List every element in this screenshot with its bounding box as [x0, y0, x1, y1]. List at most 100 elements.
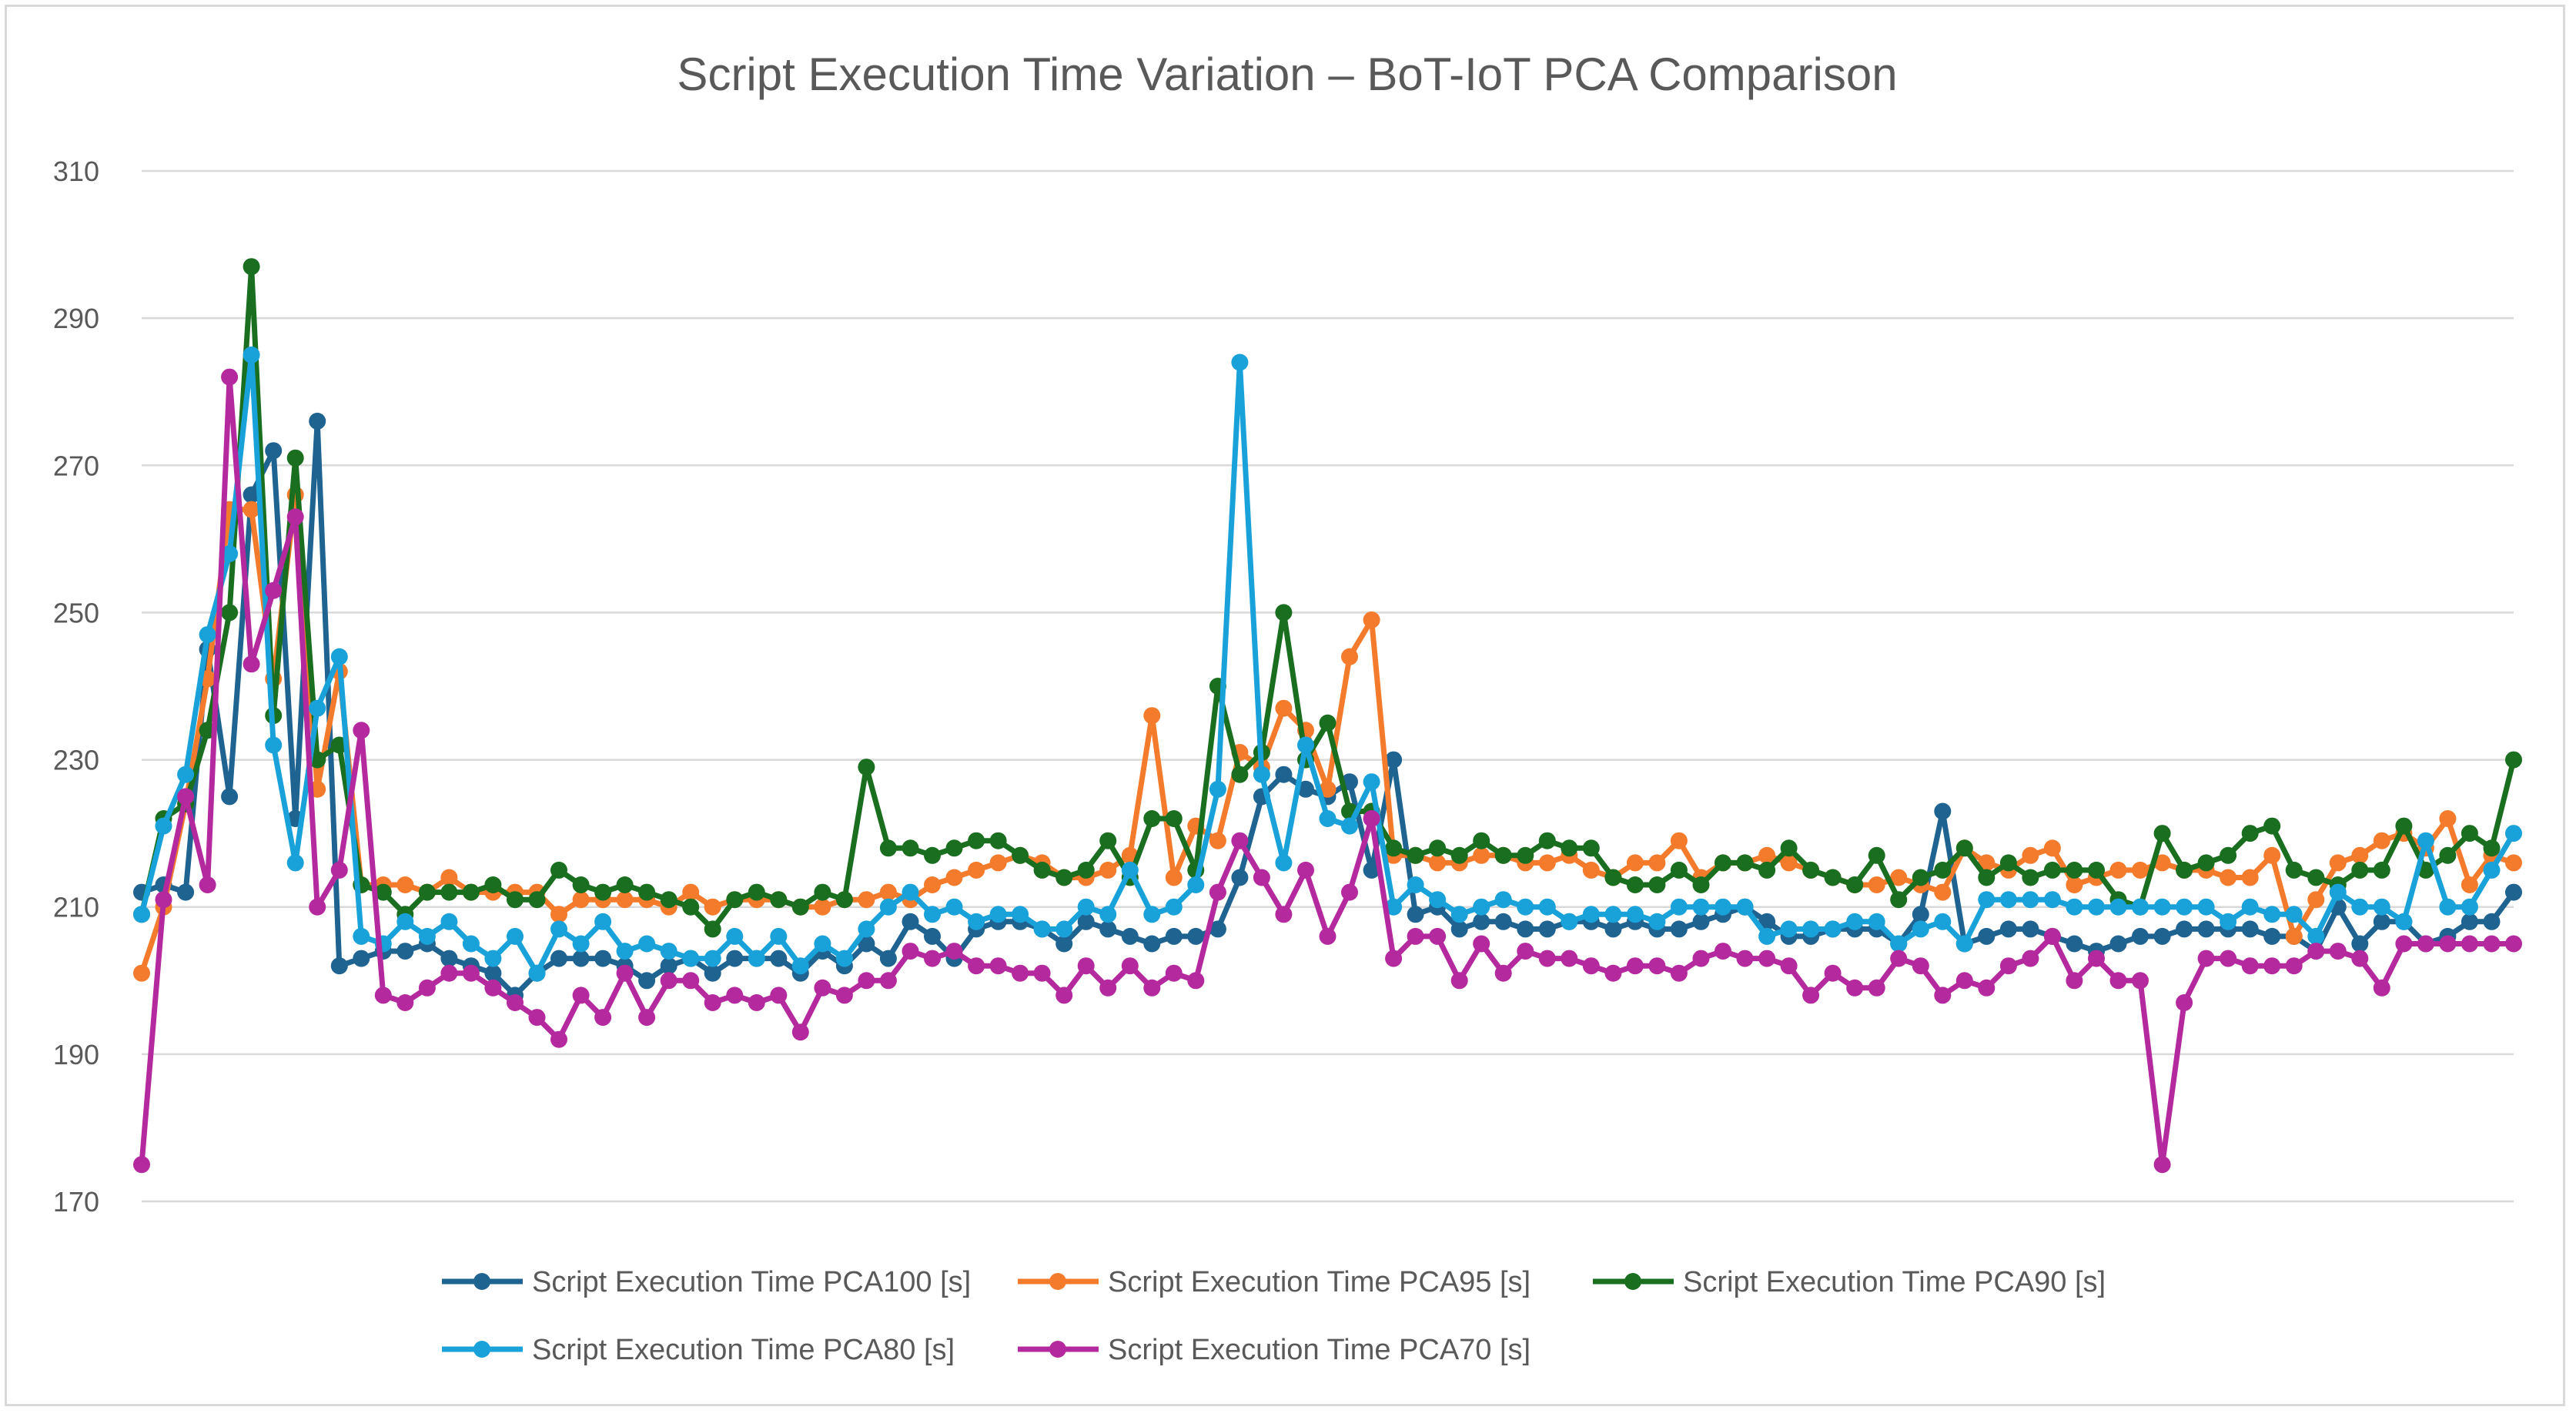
data-point: [1780, 839, 1798, 857]
data-point: [155, 891, 172, 909]
data-point: [704, 964, 721, 982]
data-point: [1802, 861, 1820, 879]
data-point: [1934, 802, 1952, 820]
data-point: [1934, 861, 1952, 879]
data-point: [2439, 935, 2457, 953]
data-point: [2505, 854, 2522, 872]
data-point: [1670, 861, 1688, 879]
data-point: [1868, 876, 1885, 893]
data-point: [924, 927, 941, 945]
data-point: [1538, 920, 1556, 938]
data-point: [879, 898, 897, 916]
y-tick-label: 250: [53, 597, 99, 628]
data-point: [1473, 832, 1490, 849]
data-point: [2176, 994, 2193, 1011]
data-point: [265, 736, 283, 754]
data-point: [2351, 935, 2369, 953]
data-point: [1297, 861, 1314, 879]
data-point: [1604, 906, 1622, 923]
data-point: [2505, 935, 2522, 953]
data-point: [1275, 906, 1293, 923]
data-point: [1978, 979, 1996, 997]
data-point: [1341, 817, 1358, 835]
data-point: [1319, 810, 1337, 827]
data-point: [1033, 964, 1051, 982]
data-point: [924, 950, 941, 967]
data-point: [1890, 950, 1908, 967]
data-point: [989, 906, 1007, 923]
data-point: [1780, 920, 1798, 938]
data-point: [902, 913, 919, 930]
data-point: [2241, 920, 2259, 938]
data-point: [814, 883, 831, 901]
data-point: [1802, 987, 1820, 1004]
data-point: [1450, 846, 1468, 864]
data-point: [550, 861, 567, 879]
data-point: [1715, 854, 1731, 872]
data-point: [2351, 950, 2369, 967]
data-point: [726, 927, 744, 945]
data-point: [2373, 898, 2390, 916]
data-point: [835, 987, 853, 1004]
data-point: [374, 987, 392, 1004]
data-point: [507, 927, 524, 945]
data-point: [1517, 920, 1534, 938]
data-point: [1538, 950, 1556, 967]
data-point: [1780, 854, 1798, 872]
data-point: [1494, 846, 1512, 864]
data-point: [968, 861, 985, 879]
data-point: [748, 883, 765, 901]
data-point: [2351, 861, 2369, 879]
data-point: [243, 258, 260, 276]
data-point: [462, 935, 480, 953]
legend-item: Script Execution Time PCA95 [s]: [1018, 1266, 1531, 1298]
data-point: [2307, 869, 2325, 886]
data-point: [2395, 935, 2413, 953]
data-point: [1165, 927, 1183, 945]
data-point: [309, 412, 326, 430]
data-point: [418, 927, 436, 945]
data-point: [1012, 906, 1029, 923]
data-point: [1736, 854, 1754, 872]
data-point: [1012, 846, 1029, 864]
data-point: [879, 883, 897, 901]
data-point: [748, 950, 765, 967]
data-point: [1231, 765, 1249, 783]
data-point: [1715, 898, 1731, 916]
series-2: [133, 258, 2522, 938]
data-point: [1385, 898, 1403, 916]
data-point: [353, 950, 370, 967]
data-point: [572, 987, 590, 1004]
data-point: [660, 891, 677, 909]
data-point: [572, 876, 590, 893]
data-point: [1538, 854, 1556, 872]
data-point: [2043, 839, 2061, 857]
data-point: [396, 994, 414, 1011]
data-point: [616, 964, 634, 982]
data-point: [1297, 736, 1314, 754]
data-point: [2439, 810, 2457, 827]
data-point: [2109, 935, 2127, 953]
data-point: [550, 950, 567, 967]
data-point: [814, 898, 831, 916]
data-point: [221, 545, 239, 562]
data-point: [1319, 927, 1337, 945]
data-point: [1561, 950, 1578, 967]
data-point: [1582, 861, 1600, 879]
data-point: [2088, 950, 2105, 967]
data-point: [1363, 810, 1380, 827]
data-point: [1450, 972, 1468, 990]
data-point: [2263, 957, 2281, 975]
data-point: [550, 920, 567, 938]
data-point: [2505, 883, 2522, 901]
data-point: [2351, 898, 2369, 916]
data-point: [1275, 765, 1293, 783]
data-point: [924, 846, 941, 864]
data-point: [1121, 927, 1139, 945]
data-point: [1055, 935, 1073, 953]
series-4: [133, 368, 2522, 1174]
data-point: [2263, 906, 2281, 923]
y-tick-label: 290: [53, 303, 99, 334]
data-point: [616, 876, 634, 893]
data-point: [2132, 972, 2149, 990]
